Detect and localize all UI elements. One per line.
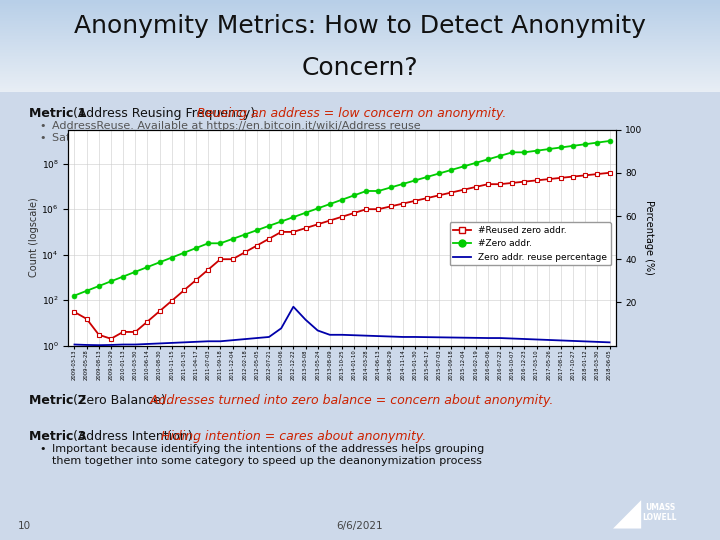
Legend: #Reused zero addr., #Zero addr., Zero addr. reuse percentage: #Reused zero addr., #Zero addr., Zero ad… [449, 222, 611, 266]
Y-axis label: Percentage (%): Percentage (%) [644, 200, 654, 275]
Text: Important because identifying the intentions of the addresses helps grouping: Important because identifying the intent… [52, 444, 484, 454]
Text: Metric 1: Metric 1 [29, 107, 86, 120]
Text: 10: 10 [18, 521, 31, 531]
Text: •: • [40, 444, 46, 454]
Text: (Zero Balance).: (Zero Balance). [69, 394, 170, 407]
Text: them together into some category to speed up the deanonymization process: them together into some category to spee… [52, 456, 482, 465]
Text: UMASS
LOWELL: UMASS LOWELL [643, 503, 677, 522]
Text: Anonymity Metrics: How to Detect Anonymity: Anonymity Metrics: How to Detect Anonymi… [74, 14, 646, 38]
Text: Concern?: Concern? [302, 56, 418, 80]
Text: Addresses turned into zero balance = concern about anonymity.: Addresses turned into zero balance = con… [146, 394, 554, 407]
Polygon shape [613, 500, 641, 529]
Text: Reusing an address = low concern on anonymity.: Reusing an address = low concern on anon… [193, 107, 506, 120]
Text: Hiding intention = cares about anonymity.: Hiding intention = cares about anonymity… [157, 430, 426, 443]
Text: •: • [40, 121, 46, 131]
Text: 6/6/2021: 6/6/2021 [337, 521, 383, 531]
Text: •: • [40, 133, 46, 143]
Y-axis label: Count (logscale): Count (logscale) [29, 198, 39, 278]
Text: (Address Intention).: (Address Intention). [69, 430, 197, 443]
Text: (Address Reusing Frequency).: (Address Reusing Frequency). [69, 107, 259, 120]
Text: Satoshi Nakamoto. Bitcoin: A peer-to-peer electronic cash system. 2008: Satoshi Nakamoto. Bitcoin: A peer-to-pee… [52, 133, 453, 143]
Text: AddressReuse. Available at https://en.bitcoin.it/wiki/Address reuse: AddressReuse. Available at https://en.bi… [52, 121, 420, 131]
Text: Metric 2: Metric 2 [29, 394, 86, 407]
Text: Metric 3: Metric 3 [29, 430, 86, 443]
